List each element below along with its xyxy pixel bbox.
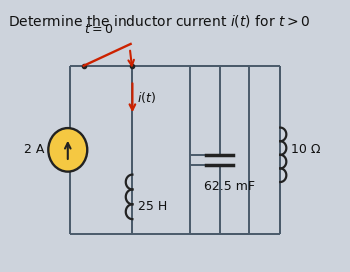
Text: 62.5 mF: 62.5 mF	[204, 180, 255, 193]
Text: $i(t)$: $i(t)$	[137, 90, 156, 105]
Text: 2 A: 2 A	[23, 143, 44, 156]
Text: Determine the inductor current $i(t)$ for $t > 0$: Determine the inductor current $i(t)$ fo…	[8, 13, 311, 29]
Circle shape	[48, 128, 87, 172]
Text: 10 Ω: 10 Ω	[291, 143, 320, 156]
Text: $t = 0$: $t = 0$	[84, 23, 113, 36]
Text: 25 H: 25 H	[138, 200, 167, 213]
